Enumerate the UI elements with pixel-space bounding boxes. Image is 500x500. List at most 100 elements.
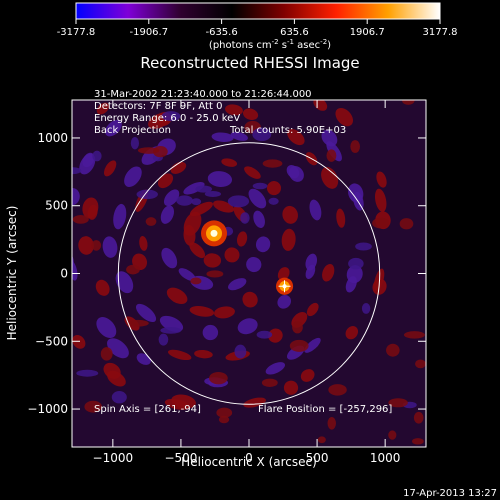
noise-blob xyxy=(92,150,102,162)
noise-blob xyxy=(91,240,102,251)
ripple-blob xyxy=(72,188,80,206)
noise-blob xyxy=(195,185,213,193)
colorbar-tick-label: -3177.8 xyxy=(57,27,96,38)
ripple-blob xyxy=(78,236,94,255)
ripple-blob xyxy=(211,132,234,142)
noise-blob xyxy=(227,195,250,208)
noise-blob xyxy=(261,378,278,387)
noise-blob xyxy=(350,140,361,153)
noise-blob xyxy=(111,391,127,404)
axis-ticks: −1000 −500 0 500 1000 −1000 −500 0 500 1000 xyxy=(27,100,426,465)
ripple-blob xyxy=(103,160,117,177)
x-tick-label: 500 xyxy=(306,451,329,465)
noise-blob xyxy=(252,127,272,142)
ripple-blob xyxy=(139,236,148,251)
ripple-blob xyxy=(107,370,126,387)
noise-blob xyxy=(327,416,336,430)
noise-blob xyxy=(403,331,425,339)
noise-blob xyxy=(204,190,222,198)
noise-blob xyxy=(191,198,202,206)
ripple-blob xyxy=(230,131,248,141)
ripple-blob xyxy=(244,166,261,179)
colorbar-tick-label: 1906.7 xyxy=(350,27,385,38)
ripple-blob xyxy=(167,349,192,361)
ripple-blob xyxy=(189,201,213,217)
noise-blob xyxy=(361,303,371,314)
ripple-blob xyxy=(236,231,248,247)
colorbar-tick-label: -635.6 xyxy=(205,27,237,38)
x-tick-label: 0 xyxy=(245,451,253,465)
ripple-blob xyxy=(242,108,259,120)
ripple-blob xyxy=(243,397,266,408)
noise-blob xyxy=(372,217,390,229)
ripple-blob xyxy=(72,259,78,281)
ripple-blob xyxy=(30,228,44,245)
noise-blob xyxy=(402,100,415,105)
noise-blob xyxy=(161,111,181,122)
noise-blob xyxy=(289,339,309,352)
noise-blob xyxy=(415,359,426,369)
ripple-blob xyxy=(124,166,142,187)
source-peak xyxy=(210,229,218,237)
ripple-blob xyxy=(203,253,222,268)
ripple-blob xyxy=(194,349,213,359)
noise-blob xyxy=(256,330,273,339)
noise-blob xyxy=(388,398,408,408)
ripple-blob xyxy=(207,171,233,187)
total-counts-text: Total counts: 5.90E+03 xyxy=(229,125,346,136)
ripple-blob xyxy=(135,303,157,323)
ripple-blob xyxy=(166,287,188,305)
colorbar-unit-label: (photons cm-2 s-1 asec-2) xyxy=(209,38,331,51)
noise-blob xyxy=(206,270,224,278)
noise-blob xyxy=(240,212,250,224)
image-pattern xyxy=(30,100,426,445)
ripple-blob xyxy=(39,282,56,306)
ripple-blob xyxy=(300,369,315,382)
noise-blob xyxy=(388,430,397,440)
ripple-blob xyxy=(102,236,118,258)
ripple-blob xyxy=(163,189,180,207)
noise-blob xyxy=(355,242,372,251)
chart-title: Reconstructed RHESSI Image xyxy=(140,54,359,72)
noise-blob xyxy=(292,321,303,334)
noise-blob xyxy=(130,136,140,150)
noise-blob xyxy=(399,218,414,230)
noise-blob xyxy=(145,217,157,226)
noise-blob xyxy=(126,264,140,275)
solar-limb-circle xyxy=(117,142,381,405)
y-axis-label: Heliocentric Y (arcsec) xyxy=(5,206,19,341)
colorbar-tick-label: 635.6 xyxy=(280,27,309,38)
y-tick-label: 0 xyxy=(60,267,68,281)
ripple-blob xyxy=(171,394,196,409)
ripple-blob xyxy=(321,167,339,189)
y-tick-label: −1000 xyxy=(27,402,68,416)
ripple-blob xyxy=(304,337,321,353)
ripple-blob xyxy=(228,278,247,291)
ripple-blob xyxy=(246,256,262,273)
noise-blob xyxy=(317,436,326,444)
ripple-blob xyxy=(346,265,363,284)
ripple-blob xyxy=(335,107,354,127)
noise-blob xyxy=(216,407,233,418)
noise-blob xyxy=(412,438,424,445)
noise-blob xyxy=(136,189,158,200)
colorbar-ticks: -3177.8 -1906.7 -635.6 635.6 1906.7 3177.8 xyxy=(57,19,458,38)
y-tick-label: 500 xyxy=(45,199,68,213)
ripple-blob xyxy=(224,247,240,263)
ripple-blob xyxy=(53,292,70,315)
y-tick-label: −500 xyxy=(35,334,68,348)
ripple-blob xyxy=(242,291,258,308)
ripple-blob xyxy=(157,173,174,189)
noise-blob xyxy=(218,415,230,424)
noise-blob xyxy=(127,319,149,327)
ripple-blob xyxy=(160,205,174,224)
ripple-blob xyxy=(322,263,335,282)
ripple-blob xyxy=(82,197,99,219)
ripple-blob xyxy=(248,188,267,209)
noise-blob xyxy=(100,347,113,361)
ripple-blob xyxy=(183,211,202,236)
noise-blob xyxy=(190,277,202,285)
ripple-blob xyxy=(49,154,72,181)
ripple-blob xyxy=(96,102,110,115)
